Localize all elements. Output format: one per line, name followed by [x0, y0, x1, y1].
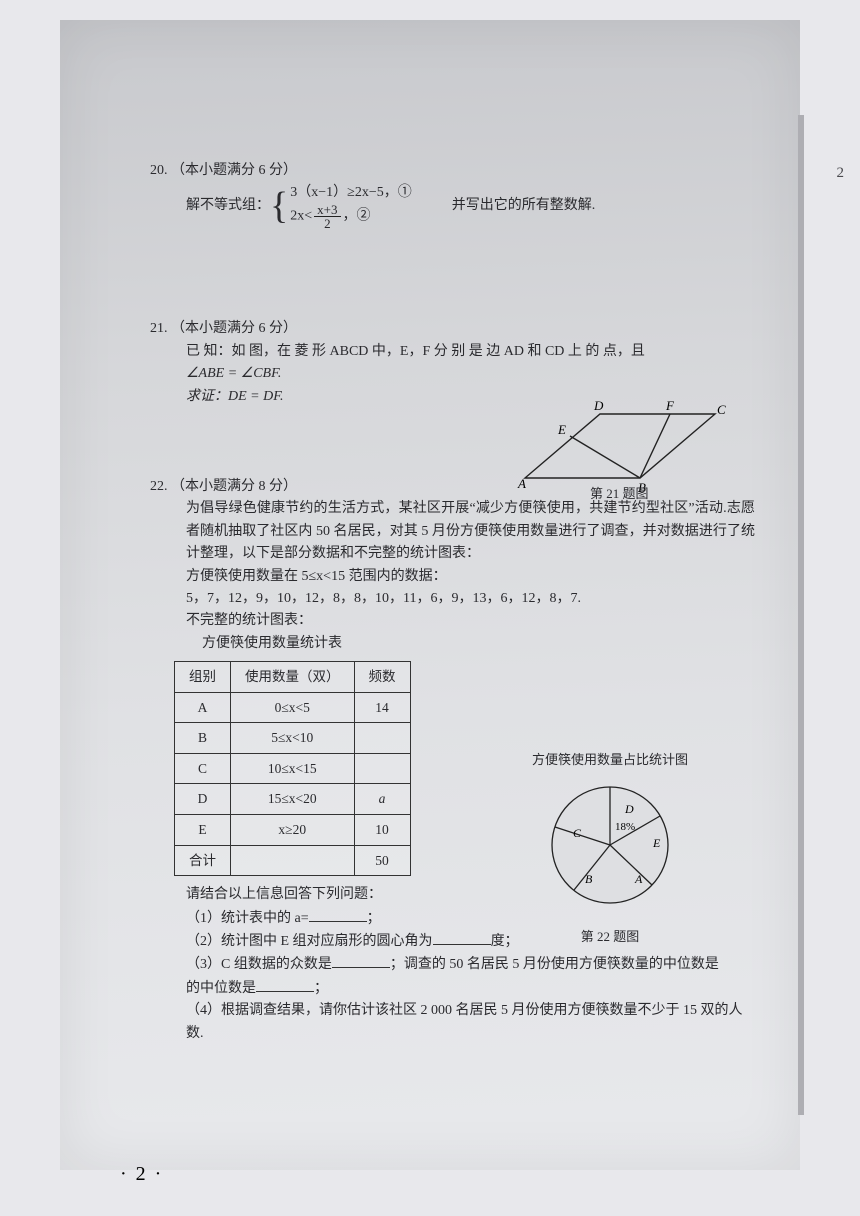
table-row: Ex≥2010 [175, 815, 411, 846]
q20-tail: 并写出它的所有整数解. [452, 195, 596, 217]
pie-svg: D 18% E A B C [535, 775, 685, 915]
q20-frac-den: 2 [314, 217, 340, 230]
q21-line2: ∠ABE = ∠CBF. [150, 363, 755, 385]
table-row: A0≤x<514 [175, 692, 411, 723]
pie-lbl-B: B [585, 872, 593, 886]
lbl-F: F [665, 398, 675, 413]
blank-a [309, 907, 367, 922]
pie-title: 方便筷使用数量占比统计图 [510, 750, 710, 771]
q22-p3: 不完整的统计图表： [150, 610, 755, 632]
lbl-A: A [517, 476, 526, 491]
th-freq: 频数 [354, 662, 410, 693]
question-20: 20. （本小题满分 6 分） 解不等式组： { 3（x−1）≥2x−5，① 2… [150, 160, 755, 230]
lbl-C: C [717, 402, 726, 417]
q22-number: 22. [150, 479, 168, 494]
page-number: · 2 · [120, 1163, 163, 1186]
q20-header: 20. （本小题满分 6 分） [150, 160, 755, 182]
pie-lbl-A: A [634, 872, 643, 886]
q22-table-title: 方便筷使用数量统计表 [150, 633, 755, 655]
q20-frac-num: x+3 [314, 203, 340, 217]
q21-figure: A B C D E F 第 21 题图 [510, 396, 730, 506]
exam-page: 20. （本小题满分 6 分） 解不等式组： { 3（x−1）≥2x−5，① 2… [60, 20, 800, 1170]
pie-caption: 第 22 题图 [510, 927, 710, 948]
q20-lead: 解不等式组： [150, 195, 270, 217]
blank-mode [332, 953, 390, 968]
table-row: C10≤x<15 [175, 753, 411, 784]
q20-line1: 3（x−1）≥2x−5，① [290, 185, 411, 200]
table-header-row: 组别 使用数量（双） 频数 [175, 662, 411, 693]
blank-angle [433, 930, 491, 945]
pie-lbl-D: D [624, 802, 634, 816]
table-row: 合计50 [175, 845, 411, 876]
th-group: 组别 [175, 662, 231, 693]
q20-number: 20. [150, 163, 168, 178]
q22-sub3: （3）C 组数据的众数是；调查的 50 名居民 5 月份使用方便筷数量的中位数是… [150, 953, 755, 1000]
page-fold [798, 115, 804, 1115]
q21-caption: 第 21 题图 [590, 484, 649, 505]
peek-number: 2 [837, 165, 845, 182]
q22-points: （本小题满分 8 分） [171, 479, 297, 494]
q21-number: 21. [150, 321, 168, 336]
q20-points: （本小题满分 6 分） [171, 163, 297, 178]
q22-sub4: （4）根据调查结果，请你估计该社区 2 000 名居民 5 月份使用方便筷数量不… [150, 1000, 755, 1045]
q22-data: 5，7，12，9，10，12，8，8，10，11，6，9，13，6，12，8，7… [150, 588, 755, 610]
q20-line2b: ，② [343, 209, 371, 224]
question-21: 21. （本小题满分 6 分） 已 知：如 图，在 菱 形 ABCD 中，E，F… [150, 318, 755, 408]
q22-p2: 方便筷使用数量在 5≤x<15 范围内的数据： [150, 566, 755, 588]
q21-line1: 已 知：如 图，在 菱 形 ABCD 中，E，F 分 别 是 边 AD 和 CD… [150, 341, 755, 363]
q20-line2a: 2x< [290, 209, 312, 224]
pie-pct-D: 18% [615, 821, 635, 833]
blank-median [256, 977, 314, 992]
table-row: D15≤x<20a [175, 784, 411, 815]
table-row: B5≤x<10 [175, 723, 411, 754]
lbl-D: D [593, 398, 604, 413]
q21-points: （本小题满分 6 分） [171, 321, 297, 336]
q20-fraction: x+32 [314, 203, 340, 230]
brace-icon: { [270, 189, 288, 223]
q22-p1: 为倡导绿色健康节约的生活方式，某社区开展“减少方便筷使用，共建节约型社区”活动.… [150, 498, 755, 565]
th-quantity: 使用数量（双） [231, 662, 355, 693]
q21-header: 21. （本小题满分 6 分） [150, 318, 755, 340]
q22-pie: 方便筷使用数量占比统计图 D 18% E A B C 第 22 题图 [510, 750, 710, 948]
lbl-E: E [557, 422, 566, 437]
pie-lbl-C: C [573, 826, 582, 840]
pie-lbl-E: E [652, 836, 661, 850]
q20-system: 3（x−1）≥2x−5，① 2x<x+32，② [290, 182, 411, 230]
q22-table: 组别 使用数量（双） 频数 A0≤x<514 B5≤x<10 C10≤x<15 … [174, 661, 411, 876]
